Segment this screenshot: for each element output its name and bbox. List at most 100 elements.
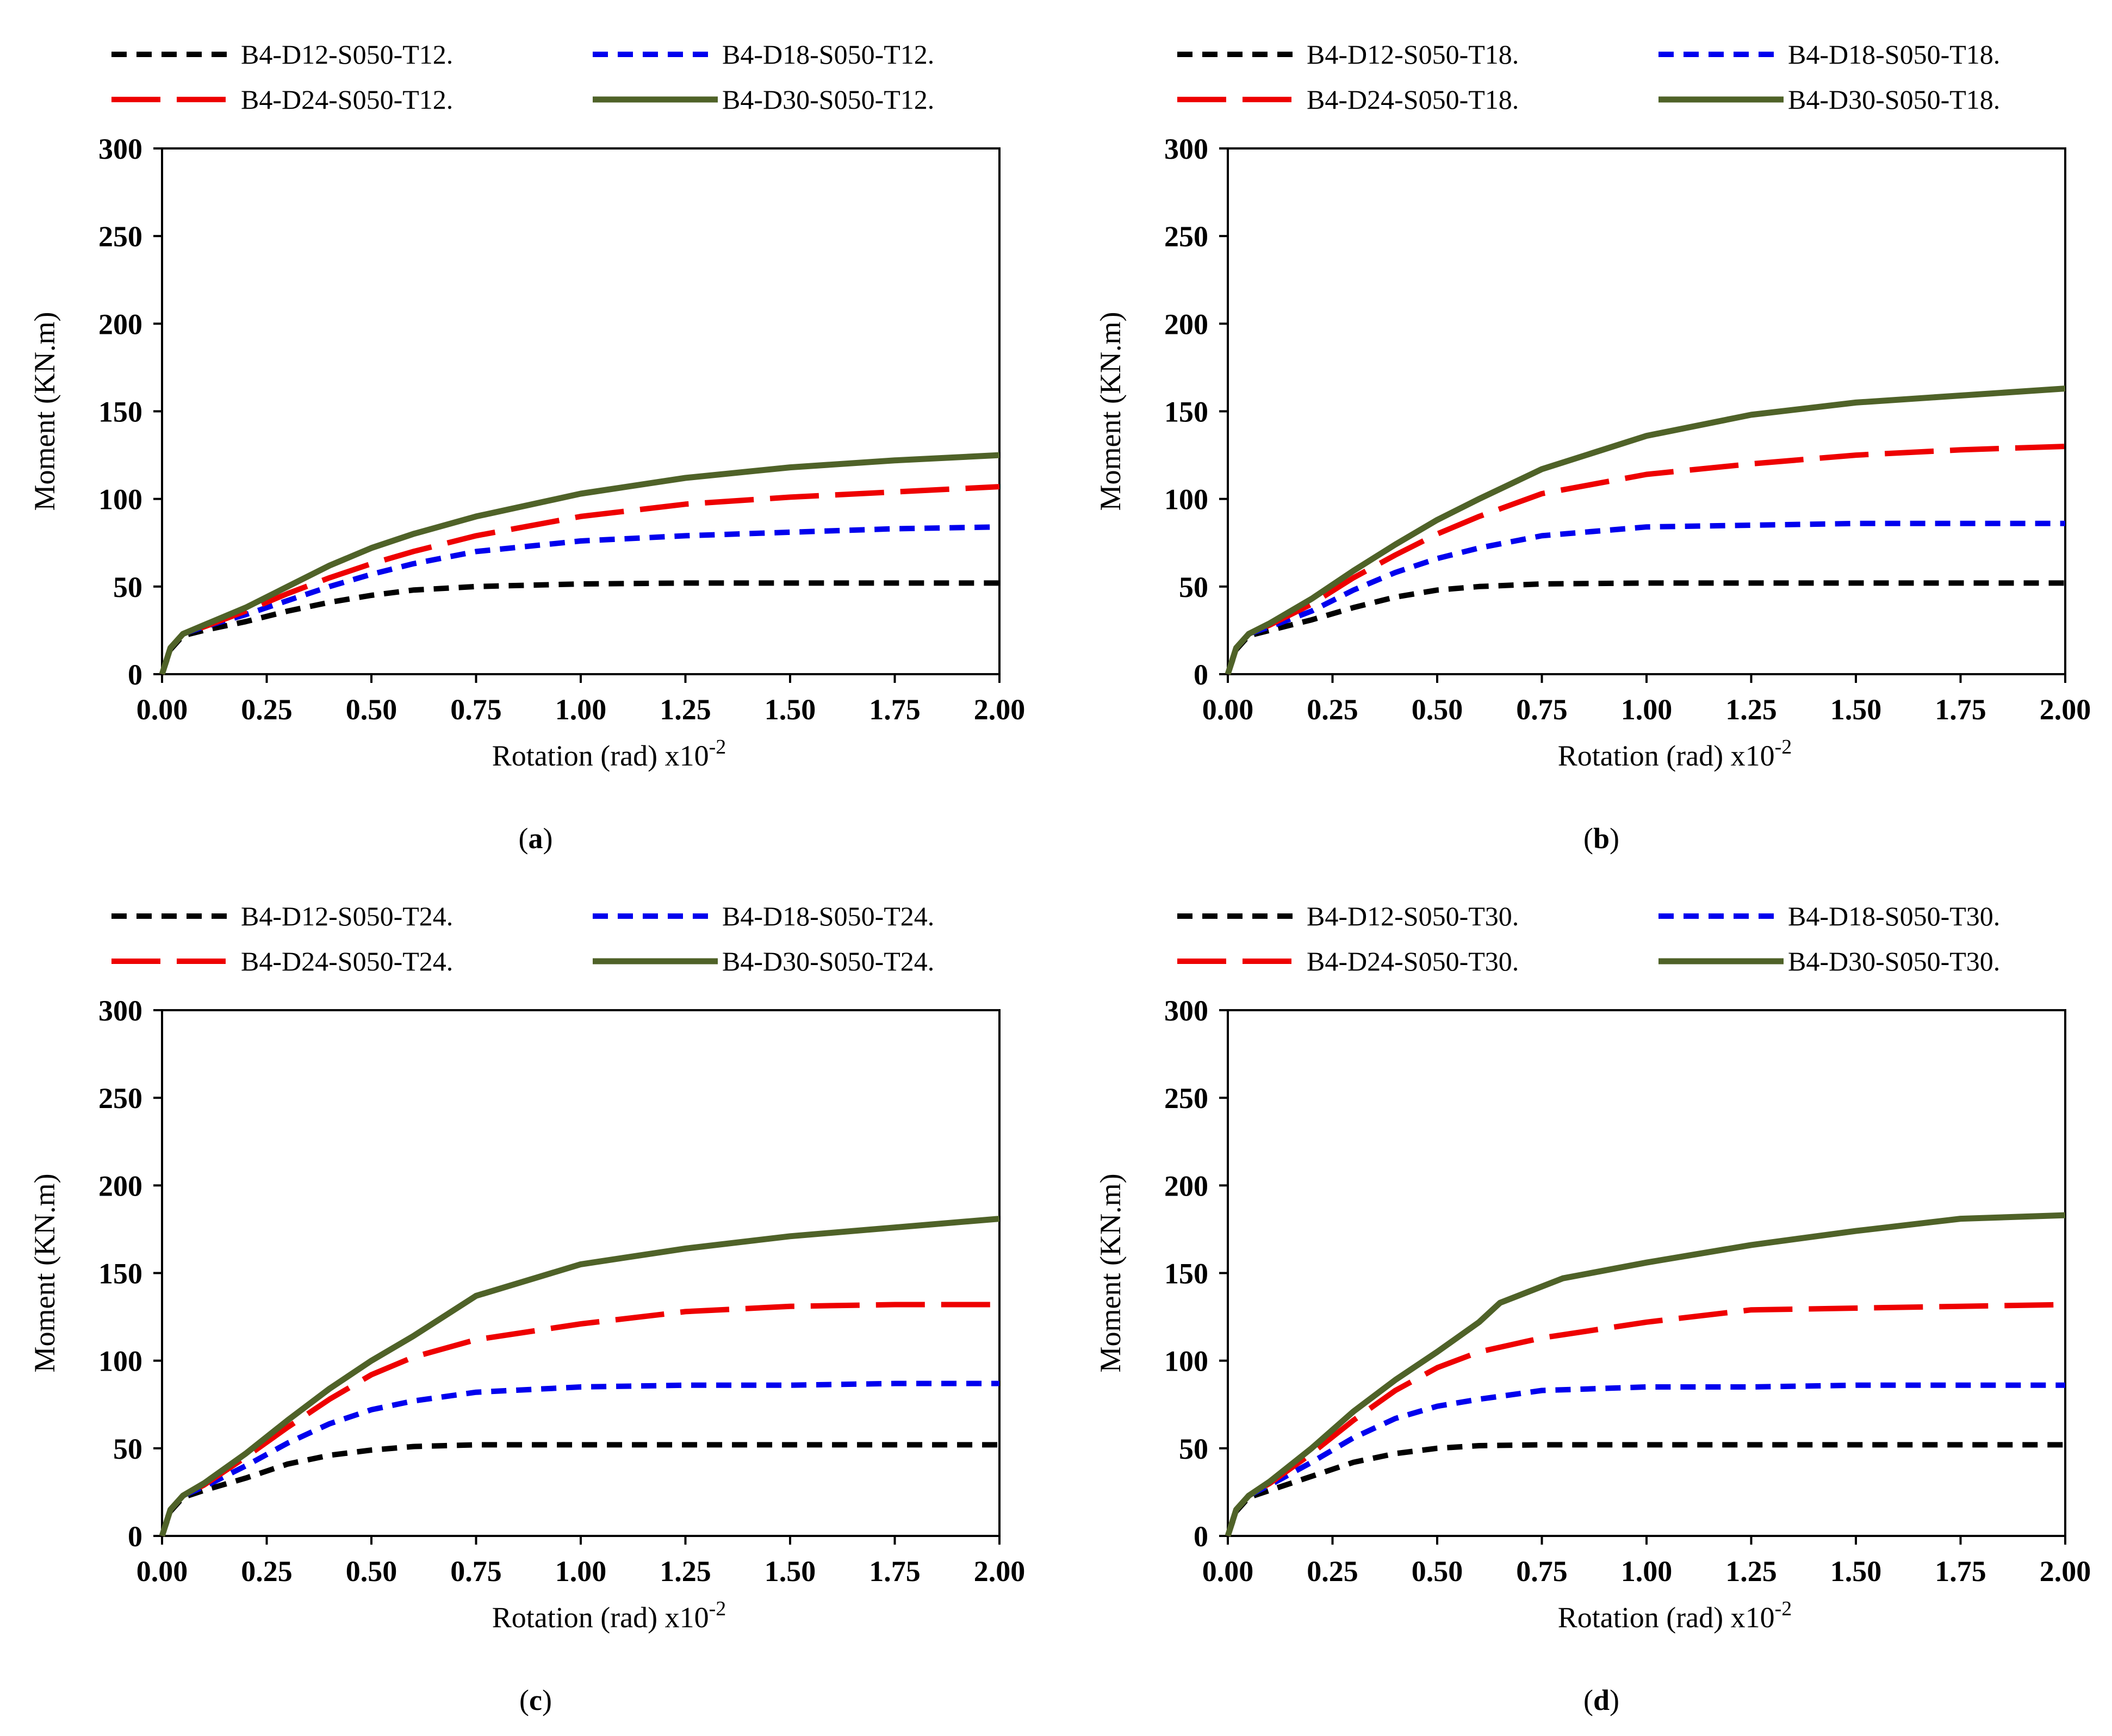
x-tick-label: 0.75 — [450, 1555, 502, 1588]
y-tick-label: 150 — [1164, 396, 1208, 428]
legend: B4-D12-S050-T12. B4-D18-S050-T12. B4-D24-S… — [111, 39, 934, 115]
legend-label: B4-D12-S050-T30. — [1307, 901, 1519, 931]
x-tick-label: 1.00 — [1621, 693, 1673, 726]
series-line — [159, 1216, 1000, 1537]
series-line — [159, 524, 1000, 675]
x-axis-label: Rotation (rad) x10-2 — [492, 1597, 726, 1634]
series-line — [1225, 1302, 2066, 1537]
series-line — [1225, 1442, 2065, 1537]
x-tick-label: 1.00 — [1621, 1555, 1673, 1588]
chart-panel-d: B4-D12-S050-T30. B4-D18-S050-T30. B4-D24-S… — [1094, 901, 2091, 1716]
y-tick-label: 200 — [98, 308, 142, 340]
panel-caption: (c) — [519, 1684, 552, 1716]
y-tick-label: 100 — [98, 1345, 142, 1378]
legend-item: B4-D18-S050-T30. — [1658, 901, 2000, 931]
legend-item: B4-D24-S050-T30. — [1177, 946, 1519, 976]
x-tick-label: 1.75 — [869, 693, 921, 726]
y-tick-label: 250 — [98, 1082, 142, 1115]
y-tick-label: 300 — [1164, 133, 1208, 165]
chart-panel-a: B4-D12-S050-T12. B4-D18-S050-T12. B4-D24-S… — [28, 39, 1025, 855]
x-tick-label: 2.00 — [974, 1555, 1026, 1588]
legend-item: B4-D12-S050-T18. — [1177, 39, 1519, 70]
legend-label: B4-D12-S050-T18. — [1307, 39, 1519, 70]
legend-label: B4-D12-S050-T12. — [241, 39, 453, 70]
plot-frame — [1227, 1009, 2066, 1537]
x-tick-label: 1.50 — [765, 1555, 816, 1588]
legend-label: B4-D18-S050-T24. — [722, 901, 934, 931]
series-line — [1225, 580, 2065, 675]
legend-item: B4-D12-S050-T30. — [1177, 901, 1519, 931]
series-line — [1225, 444, 2066, 675]
y-tick-label: 0 — [128, 1520, 142, 1553]
x-tick-label: 1.00 — [555, 1555, 607, 1588]
x-tick-label: 0.25 — [241, 1555, 293, 1588]
x-tick-label: 0.00 — [1202, 693, 1254, 726]
y-tick-label: 50 — [1179, 1433, 1208, 1465]
series-line — [1225, 385, 2066, 675]
y-tick-label: 0 — [1194, 658, 1208, 691]
y-axis-label: Moment (KN.m) — [28, 312, 61, 511]
x-tick-label: 0.75 — [1516, 1555, 1568, 1588]
x-tick-label: 2.00 — [974, 693, 1026, 726]
y-tick-label: 0 — [128, 658, 142, 691]
series-line — [159, 580, 999, 675]
y-tick-label: 150 — [98, 396, 142, 428]
y-tick-label: 50 — [113, 1433, 142, 1465]
legend-label: B4-D30-S050-T24. — [722, 946, 934, 976]
legend-item: B4-D12-S050-T24. — [111, 901, 453, 931]
legend-label: B4-D30-S050-T12. — [722, 84, 934, 115]
legend: B4-D12-S050-T18. B4-D18-S050-T18. B4-D24-S… — [1177, 39, 2000, 115]
legend: B4-D12-S050-T30. B4-D18-S050-T30. B4-D24-S… — [1177, 901, 2000, 976]
x-tick-label: 2.00 — [2040, 693, 2091, 726]
x-tick-label: 1.75 — [1935, 1555, 1986, 1588]
x-axis-label: Rotation (rad) x10-2 — [1558, 1597, 1792, 1634]
y-tick-label: 200 — [1164, 1169, 1208, 1202]
legend-item: B4-D12-S050-T12. — [111, 39, 453, 70]
legend-label: B4-D18-S050-T18. — [1788, 39, 2000, 70]
y-tick-label: 100 — [1164, 1345, 1208, 1378]
legend-item: B4-D18-S050-T18. — [1658, 39, 2000, 70]
x-tick-label: 0.50 — [1412, 693, 1463, 726]
series-line — [159, 1302, 999, 1537]
y-tick-label: 0 — [1194, 1520, 1208, 1553]
y-tick-label: 50 — [1179, 571, 1208, 603]
series-line — [1225, 520, 2065, 675]
x-tick-label: 0.25 — [241, 693, 293, 726]
y-axis-label: Moment (KN.m) — [28, 1174, 61, 1373]
legend-item: B4-D18-S050-T24. — [593, 901, 934, 931]
legend-label: B4-D18-S050-T30. — [1788, 901, 2000, 931]
legend-item: B4-D24-S050-T24. — [111, 946, 453, 976]
y-axis-label: Moment (KN.m) — [1094, 312, 1127, 511]
x-tick-label: 1.25 — [1725, 693, 1777, 726]
x-tick-label: 2.00 — [2040, 1555, 2091, 1588]
y-tick-label: 150 — [98, 1258, 142, 1290]
panel-caption: (b) — [1583, 822, 1619, 855]
x-tick-label: 1.25 — [660, 1555, 711, 1588]
legend: B4-D12-S050-T24. B4-D18-S050-T24. B4-D24-S… — [111, 901, 934, 976]
legend-label: B4-D18-S050-T12. — [722, 39, 934, 70]
x-tick-label: 1.50 — [1830, 693, 1882, 726]
x-tick-label: 1.25 — [1725, 1555, 1777, 1588]
x-tick-label: 0.25 — [1307, 693, 1358, 726]
legend-label: B4-D12-S050-T24. — [241, 901, 453, 931]
legend-label: B4-D30-S050-T18. — [1788, 84, 2000, 115]
x-tick-label: 0.75 — [1516, 693, 1568, 726]
y-tick-label: 100 — [1164, 483, 1208, 516]
x-tick-label: 1.75 — [869, 1555, 921, 1588]
plot-frame — [1227, 147, 2066, 675]
x-tick-label: 0.50 — [1412, 1555, 1463, 1588]
panel-caption: (a) — [519, 822, 553, 855]
y-tick-label: 300 — [98, 994, 142, 1027]
panel-caption: (d) — [1583, 1684, 1619, 1716]
y-tick-label: 250 — [98, 220, 142, 253]
x-tick-label: 0.00 — [136, 693, 188, 726]
x-tick-label: 1.75 — [1935, 693, 1986, 726]
x-tick-label: 0.75 — [450, 693, 502, 726]
y-tick-label: 300 — [1164, 994, 1208, 1027]
legend-item: B4-D18-S050-T12. — [593, 39, 934, 70]
legend-item: B4-D30-S050-T30. — [1658, 946, 2000, 976]
x-tick-label: 1.00 — [555, 693, 607, 726]
legend-item: B4-D24-S050-T18. — [1177, 84, 1519, 115]
x-tick-label: 0.25 — [1307, 1555, 1358, 1588]
